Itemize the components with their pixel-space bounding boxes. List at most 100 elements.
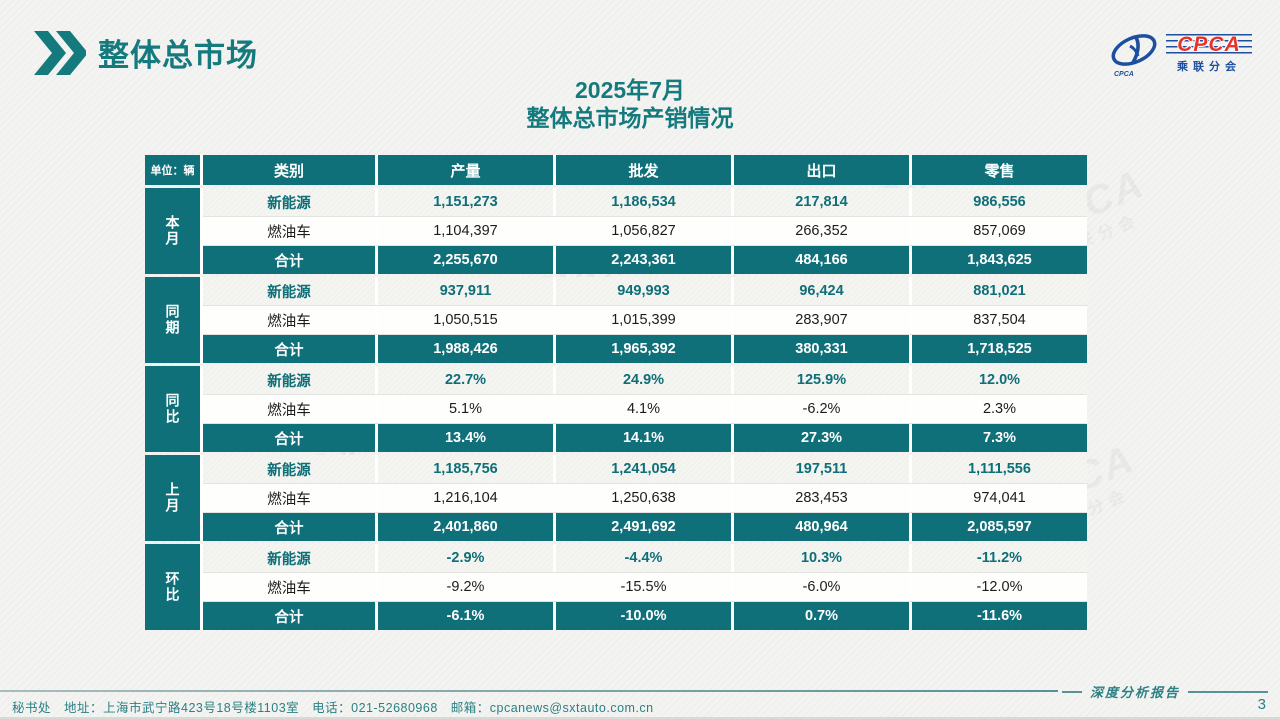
table-row: 新能源 1,151,273 1,186,534 217,814 986,556 xyxy=(203,188,1087,216)
value-cell: -6.0% xyxy=(734,573,909,601)
table-row: 合计 2,401,860 2,491,692 480,964 2,085,597 xyxy=(203,513,1087,541)
value-cell: 1,050,515 xyxy=(378,306,553,334)
table-row: 合计 2,255,670 2,243,361 484,166 1,843,625 xyxy=(203,246,1087,274)
cpca-logo-text: CPCA xyxy=(1166,34,1252,56)
table-group-body: 新能源 1,185,756 1,241,054 197,511 1,111,556 燃油车… xyxy=(203,455,1087,541)
value-cell: 986,556 xyxy=(912,188,1087,216)
category-cell: 燃油车 xyxy=(203,306,375,334)
report-type-label: 深度分析报告 xyxy=(1090,686,1181,701)
table-row: 燃油车 1,104,397 1,056,827 266,352 857,069 xyxy=(203,217,1087,245)
value-cell: 1,988,426 xyxy=(378,335,553,363)
table-row: 新能源 22.7% 24.9% 125.9% 12.0% xyxy=(203,366,1087,394)
category-cell: 合计 xyxy=(203,424,375,452)
value-cell: 1,185,756 xyxy=(378,455,553,483)
category-cell: 合计 xyxy=(203,335,375,363)
category-cell: 新能源 xyxy=(203,544,375,572)
category-cell: 合计 xyxy=(203,246,375,274)
value-cell: 96,424 xyxy=(734,277,909,305)
value-cell: 1,250,638 xyxy=(556,484,731,512)
table-group-body: 新能源 22.7% 24.9% 125.9% 12.0% 燃油车 5.1% 4.1% -6.2%… xyxy=(203,366,1087,452)
value-cell: 0.7% xyxy=(734,602,909,630)
table-row: 燃油车 1,050,515 1,015,399 283,907 837,504 xyxy=(203,306,1087,334)
table-group: 同期 新能源 937,911 949,993 96,424 881,021 燃油车 1,050… xyxy=(145,277,1087,363)
value-cell: 480,964 xyxy=(734,513,909,541)
value-cell: 2,243,361 xyxy=(556,246,731,274)
value-cell: 949,993 xyxy=(556,277,731,305)
row-group-label: 环比 xyxy=(145,544,200,630)
value-cell: 7.3% xyxy=(912,424,1087,452)
value-cell: -6.1% xyxy=(378,602,553,630)
row-group-label: 本月 xyxy=(145,188,200,274)
value-cell: 881,021 xyxy=(912,277,1087,305)
cpca-logo: CPCA CPCA 乘联分会 xyxy=(1108,30,1252,78)
table-group: 上月 新能源 1,185,756 1,241,054 197,511 1,111,556 燃… xyxy=(145,455,1087,541)
value-cell: 5.1% xyxy=(378,395,553,423)
category-cell: 燃油车 xyxy=(203,217,375,245)
value-cell: 937,911 xyxy=(378,277,553,305)
value-cell: -11.2% xyxy=(912,544,1087,572)
value-cell: -6.2% xyxy=(734,395,909,423)
page-title: 整体总市场 xyxy=(98,38,258,73)
value-cell: 13.4% xyxy=(378,424,553,452)
value-cell: 14.1% xyxy=(556,424,731,452)
footer-divider-segment xyxy=(1062,690,1082,693)
value-cell: 2,491,692 xyxy=(556,513,731,541)
table-title: 2025年7月 整体总市场产销情况 xyxy=(0,76,1260,132)
row-group-label: 上月 xyxy=(145,455,200,541)
table-row: 新能源 -2.9% -4.4% 10.3% -11.2% xyxy=(203,544,1087,572)
table-group: 同比 新能源 22.7% 24.9% 125.9% 12.0% 燃油车 5.1% 4.1% -6.… xyxy=(145,366,1087,452)
value-cell: 1,111,556 xyxy=(912,455,1087,483)
slide-header: 整体总市场 xyxy=(34,30,258,75)
category-cell: 燃油车 xyxy=(203,484,375,512)
category-cell: 新能源 xyxy=(203,366,375,394)
value-cell: 1,104,397 xyxy=(378,217,553,245)
value-cell: 1,241,054 xyxy=(556,455,731,483)
table-row: 燃油车 -9.2% -15.5% -6.0% -12.0% xyxy=(203,573,1087,601)
value-cell: 283,907 xyxy=(734,306,909,334)
cpca-logo-subtext: 乘联分会 xyxy=(1177,61,1241,73)
value-cell: 197,511 xyxy=(734,455,909,483)
value-cell: 27.3% xyxy=(734,424,909,452)
column-header-production: 产量 xyxy=(378,155,553,185)
value-cell: -12.0% xyxy=(912,573,1087,601)
value-cell: 2.3% xyxy=(912,395,1087,423)
value-cell: -2.9% xyxy=(378,544,553,572)
table-group-body: 新能源 937,911 949,993 96,424 881,021 燃油车 1,050,5… xyxy=(203,277,1087,363)
category-cell: 新能源 xyxy=(203,188,375,216)
page-number: 3 xyxy=(1257,696,1266,713)
footer-contact-info: 秘书处 地址：上海市武宁路423号18号楼1103室 电话：021-526809… xyxy=(12,701,654,715)
value-cell: 837,504 xyxy=(912,306,1087,334)
table-row: 合计 -6.1% -10.0% 0.7% -11.6% xyxy=(203,602,1087,630)
table-group-body: 新能源 1,151,273 1,186,534 217,814 986,556 燃油车 1,… xyxy=(203,188,1087,274)
category-cell: 新能源 xyxy=(203,277,375,305)
table-row: 燃油车 5.1% 4.1% -6.2% 2.3% xyxy=(203,395,1087,423)
footer-divider-segment xyxy=(1188,690,1268,693)
category-cell: 合计 xyxy=(203,602,375,630)
row-group-label: 同期 xyxy=(145,277,200,363)
value-cell: -10.0% xyxy=(556,602,731,630)
value-cell: 974,041 xyxy=(912,484,1087,512)
row-group-label: 同比 xyxy=(145,366,200,452)
value-cell: 283,453 xyxy=(734,484,909,512)
footer-divider-line xyxy=(0,690,1058,692)
table-row: 新能源 1,185,756 1,241,054 197,511 1,111,556 xyxy=(203,455,1087,483)
table-title-line1: 2025年7月 xyxy=(575,77,685,103)
value-cell: 857,069 xyxy=(912,217,1087,245)
value-cell: 1,056,827 xyxy=(556,217,731,245)
table-groups: 本月 新能源 1,151,273 1,186,534 217,814 986,556 燃油车… xyxy=(145,188,1087,630)
table-group: 本月 新能源 1,151,273 1,186,534 217,814 986,556 燃油车… xyxy=(145,188,1087,274)
value-cell: -11.6% xyxy=(912,602,1087,630)
table-title-line2: 整体总市场产销情况 xyxy=(526,105,734,131)
category-cell: 燃油车 xyxy=(203,573,375,601)
value-cell: 380,331 xyxy=(734,335,909,363)
svg-text:CPCA: CPCA xyxy=(1114,71,1134,78)
category-cell: 新能源 xyxy=(203,455,375,483)
unit-label: 单位：辆 xyxy=(145,155,200,185)
value-cell: 1,843,625 xyxy=(912,246,1087,274)
table-row: 燃油车 1,216,104 1,250,638 283,453 974,041 xyxy=(203,484,1087,512)
double-chevron-icon xyxy=(34,30,86,75)
table-row: 合计 1,988,426 1,965,392 380,331 1,718,525 xyxy=(203,335,1087,363)
column-header-wholesale: 批发 xyxy=(556,155,731,185)
value-cell: 2,085,597 xyxy=(912,513,1087,541)
column-header-export: 出口 xyxy=(734,155,909,185)
